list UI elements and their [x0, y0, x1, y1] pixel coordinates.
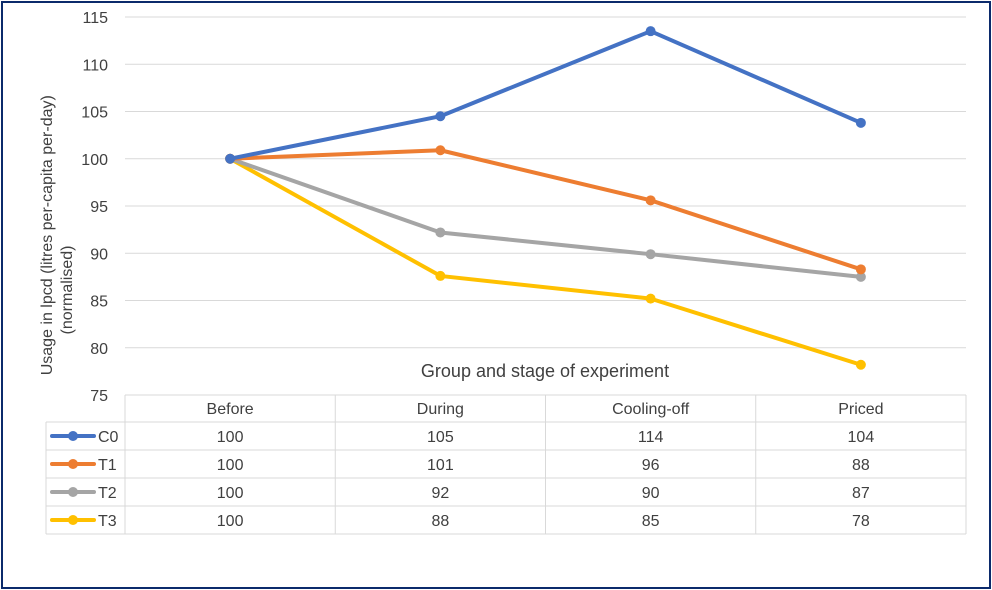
legend-marker-t3 [68, 515, 78, 525]
data-point-t1 [855, 264, 866, 275]
table-cell: 100 [217, 429, 244, 446]
series-line-t2 [228, 156, 863, 279]
legend-label-t1: T1 [98, 457, 117, 474]
table-cell: 85 [642, 513, 660, 530]
y-axis-ticks: 75 80 85 90 95 100 105 110 115 [81, 10, 108, 405]
data-point-c0 [435, 111, 446, 122]
data-point-c0 [855, 117, 866, 128]
y-tick-label: 80 [90, 341, 108, 358]
x-axis-label: Group and stage of experiment [421, 361, 669, 381]
y-tick-label: 85 [90, 294, 108, 311]
data-point-c0 [645, 26, 656, 37]
table-cell: 101 [427, 457, 454, 474]
data-point-t3 [435, 270, 446, 281]
table-cell: 114 [638, 429, 664, 446]
table-cell: 100 [217, 457, 244, 474]
table-cell: 88 [431, 513, 449, 530]
y-tick-label: 110 [82, 57, 108, 74]
legend-label-t3: T3 [98, 513, 117, 530]
table-cell: 96 [642, 457, 660, 474]
data-point-t1 [645, 195, 656, 206]
data-point-t3 [855, 359, 866, 370]
y-tick-label: 115 [82, 10, 108, 27]
y-tick-label: 100 [81, 152, 108, 169]
table-cell: 100 [217, 513, 244, 530]
x-category-label: Before [207, 401, 254, 418]
legend-marker-t2 [68, 487, 78, 497]
data-point-t3 [645, 293, 656, 304]
y-tick-label: 105 [81, 105, 108, 122]
table-cell: 104 [848, 429, 875, 446]
legend-marker-t1 [68, 459, 78, 469]
y-tick-label: 75 [90, 388, 108, 405]
x-category-label: Cooling-off [612, 401, 690, 418]
legend-label-c0: C0 [98, 429, 119, 446]
table-cell: 87 [852, 485, 870, 502]
legend-marker-c0 [68, 431, 78, 441]
table-cell: 88 [852, 457, 870, 474]
data-table: Before During Cooling-off Priced C0 100 105 114… [45, 394, 967, 535]
y-tick-label: 90 [90, 246, 108, 263]
table-cell: 90 [642, 485, 660, 502]
data-point-t1 [435, 145, 446, 156]
series-line-t3 [228, 156, 863, 367]
series-lines [225, 26, 866, 370]
data-point-t2 [435, 227, 446, 238]
data-point-t2 [645, 249, 656, 260]
x-category-label: Priced [838, 401, 883, 418]
y-tick-label: 95 [90, 199, 108, 216]
table-cell: 78 [852, 513, 870, 530]
table-cell: 105 [427, 429, 454, 446]
series-line-t1 [228, 148, 863, 272]
legend-label-t2: T2 [98, 485, 117, 502]
data-point-c0 [225, 153, 236, 164]
y-axis-label-line-2: (normalised) [59, 246, 76, 335]
table-cell: 100 [217, 485, 244, 502]
x-category-label: During [417, 401, 464, 418]
y-axis-label-line-1: Usage in lpcd (litres per-capita per-day… [39, 95, 56, 375]
y-axis-label: Usage in lpcd (litres per-capita per-day… [39, 91, 76, 376]
series-line-c0 [228, 29, 863, 161]
data-point-t2 [855, 271, 866, 282]
table-cell: 92 [431, 485, 449, 502]
